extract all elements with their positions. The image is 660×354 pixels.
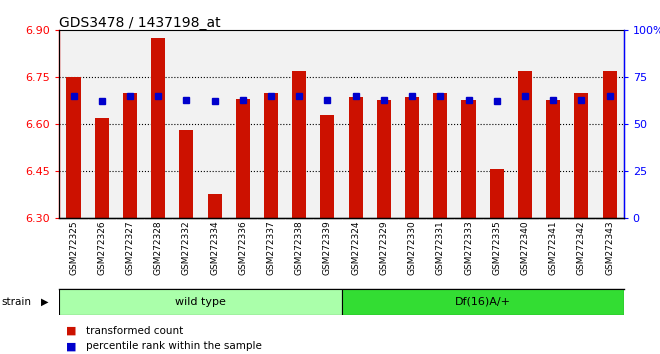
Text: GSM272337: GSM272337 <box>267 221 275 275</box>
Bar <box>180 130 193 218</box>
Text: GSM272324: GSM272324 <box>351 221 360 275</box>
Bar <box>151 38 165 218</box>
Text: GSM272331: GSM272331 <box>436 221 445 275</box>
Text: GSM272340: GSM272340 <box>521 221 529 275</box>
FancyBboxPatch shape <box>342 289 624 315</box>
Text: ▶: ▶ <box>41 297 48 307</box>
Bar <box>348 97 363 218</box>
Text: GSM272333: GSM272333 <box>464 221 473 275</box>
Text: GSM272330: GSM272330 <box>408 221 416 275</box>
Bar <box>490 169 504 218</box>
Text: GSM272334: GSM272334 <box>210 221 219 275</box>
Bar <box>377 101 391 218</box>
Bar <box>207 194 222 218</box>
Bar <box>94 118 109 218</box>
Bar <box>546 101 560 218</box>
Bar <box>433 93 447 218</box>
Bar <box>574 93 589 218</box>
Text: GSM272335: GSM272335 <box>492 221 501 275</box>
Text: percentile rank within the sample: percentile rank within the sample <box>86 341 261 351</box>
Text: Df(16)A/+: Df(16)A/+ <box>455 297 511 307</box>
Text: transformed count: transformed count <box>86 326 183 336</box>
Text: GSM272332: GSM272332 <box>182 221 191 275</box>
Text: wild type: wild type <box>175 297 226 307</box>
Text: ■: ■ <box>66 326 77 336</box>
Text: strain: strain <box>1 297 31 307</box>
Text: GSM272326: GSM272326 <box>97 221 106 275</box>
Text: GSM272336: GSM272336 <box>238 221 248 275</box>
Bar <box>236 99 250 218</box>
Bar <box>123 93 137 218</box>
Text: GSM272338: GSM272338 <box>295 221 304 275</box>
Text: GSM272328: GSM272328 <box>154 221 162 275</box>
Text: GSM272339: GSM272339 <box>323 221 332 275</box>
Bar <box>518 71 532 218</box>
Text: GSM272341: GSM272341 <box>548 221 558 275</box>
Text: GSM272327: GSM272327 <box>125 221 135 275</box>
Bar <box>461 101 476 218</box>
Bar <box>603 71 616 218</box>
Text: ■: ■ <box>66 341 77 351</box>
Bar <box>292 71 306 218</box>
Text: GSM272325: GSM272325 <box>69 221 78 275</box>
Text: GDS3478 / 1437198_at: GDS3478 / 1437198_at <box>59 16 221 30</box>
Text: GSM272342: GSM272342 <box>577 221 586 275</box>
Bar <box>264 93 278 218</box>
Bar <box>67 77 81 218</box>
Bar <box>405 97 419 218</box>
Text: GSM272343: GSM272343 <box>605 221 614 275</box>
Text: GSM272329: GSM272329 <box>379 221 388 275</box>
Bar <box>320 115 335 218</box>
FancyBboxPatch shape <box>59 289 342 315</box>
